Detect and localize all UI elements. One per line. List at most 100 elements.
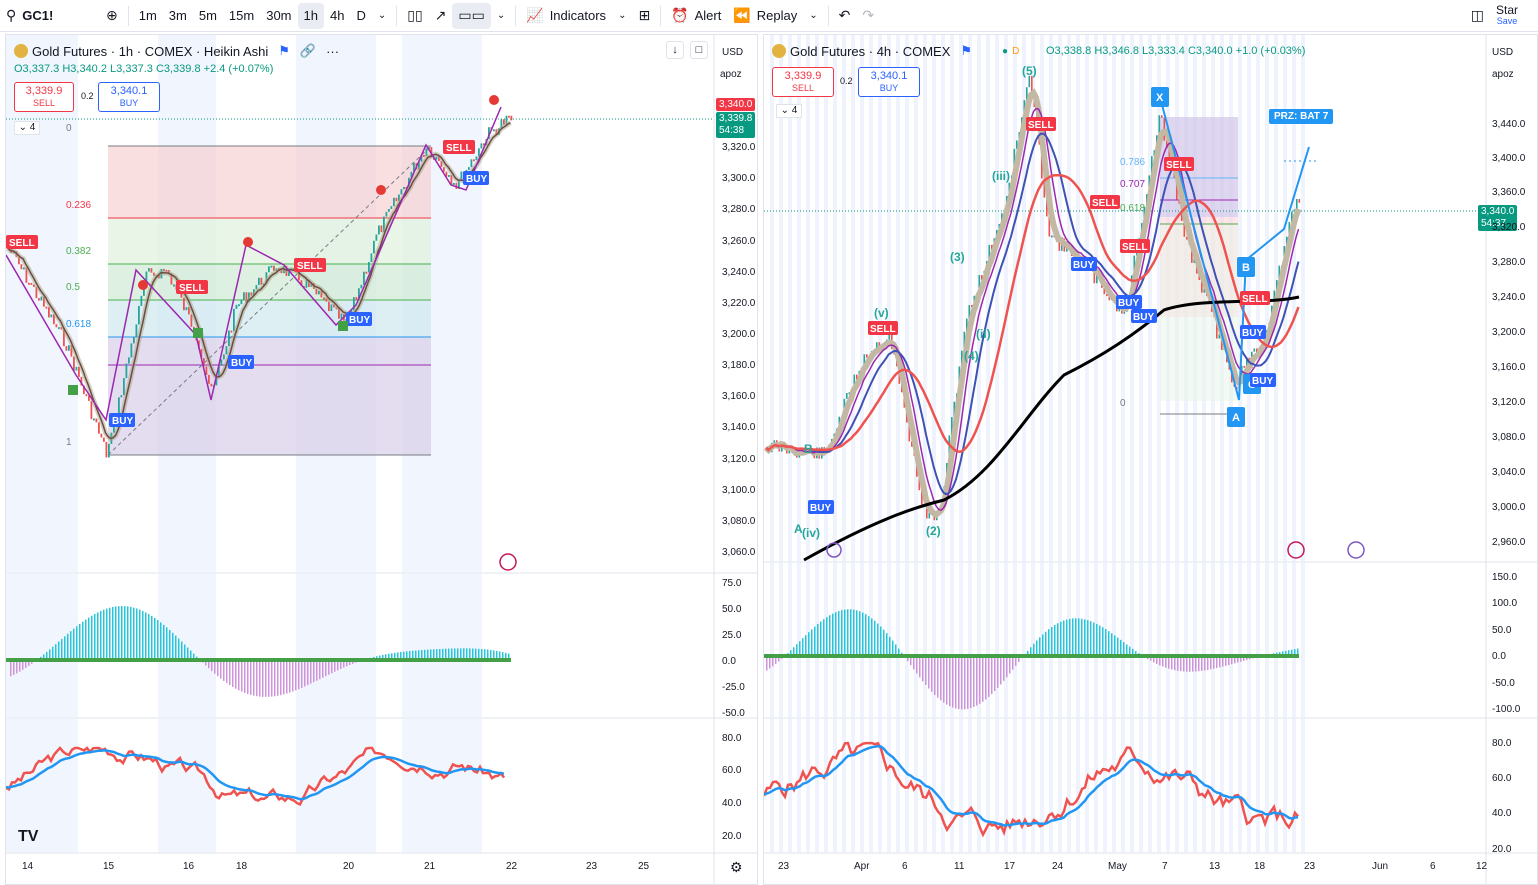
candle	[966, 318, 968, 332]
alert-button[interactable]: ⏰ Alert	[665, 0, 727, 32]
histogram-bar	[178, 638, 180, 660]
histogram-bar	[970, 656, 972, 709]
histogram-bar	[478, 648, 480, 660]
histogram-bar	[118, 606, 120, 660]
histogram-bar	[994, 656, 996, 692]
interval-d[interactable]: D	[356, 8, 366, 23]
left-rsi-axis[interactable]: 80.0 60.0 40.0 20.0	[722, 733, 742, 842]
link-icon[interactable]: 🔗	[299, 43, 317, 58]
candle	[93, 418, 95, 421]
replay-button[interactable]: ⏪ Replay	[727, 0, 803, 32]
interval-4h[interactable]: 4h	[329, 8, 345, 23]
replay-dropdown[interactable]: ⌄	[803, 0, 823, 32]
histogram-bar	[13, 660, 15, 675]
session-band	[6, 35, 78, 853]
histogram-bar	[808, 632, 810, 656]
left-osc-axis[interactable]: 75.0 50.0 25.0 0.0 -25.0 -50.0	[722, 578, 745, 719]
interval-dropdown[interactable]: ⌄	[372, 0, 392, 32]
candle	[458, 180, 460, 189]
layers-toggle[interactable]: ⌄ 4	[14, 121, 40, 135]
sell-signal-label: SELL	[9, 238, 35, 249]
layout-button[interactable]: ◫	[1465, 0, 1490, 32]
more-icon[interactable]: ···	[326, 43, 340, 59]
rsi-signal-line	[764, 744, 1299, 827]
right-chart-panel[interactable]: 0.7860.7070.6180XABC(5)(iii)(3)(v)(4)(ii…	[763, 34, 1538, 885]
histogram-bar	[1039, 637, 1041, 656]
scale-mode[interactable]: apoz	[1492, 69, 1514, 80]
right-time-axis[interactable]: 23 Apr 6 11 17 24 May 7 13 18 23 Jun 6 1…	[778, 861, 1488, 872]
chart-type-bars-button[interactable]: ▯▯	[401, 0, 428, 32]
chart-type-line-button[interactable]: ↗	[429, 0, 453, 32]
left-price-axis[interactable]: 3,320.0 3,300.0 3,280.0 3,260.0 3,240.0 …	[722, 142, 756, 558]
candle	[190, 314, 193, 327]
right-buy-box[interactable]: 3,340.1 BUY	[858, 67, 920, 97]
fib-level-label: 0.786	[1120, 157, 1145, 168]
settings-gear-icon[interactable]: ⚙	[730, 859, 743, 875]
histogram-bar	[274, 660, 276, 697]
histogram-bar	[1129, 646, 1131, 656]
layers-toggle[interactable]: ⌄ 4	[776, 104, 802, 118]
interval-1m[interactable]: 1m	[138, 8, 157, 23]
candle	[235, 304, 238, 309]
templates-button[interactable]: ⊞	[632, 0, 656, 32]
symbol-search[interactable]: ⚲ GC1!	[0, 0, 100, 32]
sell-signal	[443, 140, 475, 154]
flag-icon[interactable]: ⚑	[278, 43, 290, 58]
histogram-bar	[1237, 656, 1239, 663]
histogram-bar	[325, 660, 327, 677]
histogram-bar	[793, 647, 795, 656]
ma-200-line	[803, 295, 1300, 562]
interval-3m[interactable]: 3m	[168, 8, 187, 23]
left-chart-panel[interactable]: 0 0.236 0.382 0.5 0.618 1 SELL SELL SELL SELL BUY B…	[5, 34, 758, 885]
right-osc-axis[interactable]: 150.0 100.0 50.0 0.0 -50.0 -100.0	[1492, 572, 1521, 715]
left-time-axis[interactable]: 14 15 16 18 20 21 22 23 25	[22, 861, 650, 872]
histogram-bar	[913, 656, 915, 670]
interval-5m[interactable]: 5m	[198, 8, 217, 23]
histogram-bar	[241, 660, 243, 692]
candle	[328, 301, 330, 312]
left-buy-box[interactable]: 3,340.1 BUY	[98, 82, 160, 112]
candle	[1291, 211, 1293, 222]
fib-zone	[108, 337, 431, 455]
right-sell-box[interactable]: 3,339.9 SELL	[772, 67, 834, 97]
left-chart-canvas[interactable]: 0 0.236 0.382 0.5 0.618 1 SELL SELL SELL SELL BUY B…	[6, 35, 758, 885]
right-chart-canvas[interactable]: 0.7860.7070.6180XABC(5)(iii)(3)(v)(4)(ii…	[764, 35, 1538, 885]
sell-signal	[1026, 117, 1056, 131]
interval-1h[interactable]: 1h	[297, 2, 324, 29]
left-ohlc: O3,337.3 H3,340.2 L3,337.3 C3,339.8 +2.4…	[14, 63, 274, 75]
histogram-bar	[151, 615, 153, 660]
redo-button[interactable]: ↷	[856, 0, 880, 32]
indicators-dropdown[interactable]: ⌄	[612, 0, 632, 32]
candle	[128, 357, 130, 364]
histogram-bar	[1225, 656, 1227, 666]
histogram-bar	[220, 660, 222, 679]
undo-icon: ↶	[838, 7, 851, 24]
right-price-axis[interactable]: 3,440.0 3,400.0 3,360.0 3,320.0 3,280.0 …	[1492, 119, 1526, 548]
candle	[445, 171, 448, 177]
chart-type-candles-button[interactable]: ▭▭	[452, 2, 491, 29]
indicators-button[interactable]: 📈 Indicators	[520, 0, 612, 32]
currency-selector[interactable]: USD	[1492, 47, 1514, 58]
chart-type-dropdown[interactable]: ⌄	[491, 0, 511, 32]
left-maximize-button[interactable]: □	[690, 41, 708, 59]
undo-button[interactable]: ↶	[833, 0, 857, 32]
market-status-icon: ●	[1002, 45, 1009, 57]
scale-mode[interactable]: apoz	[720, 69, 742, 80]
currency-selector[interactable]: USD	[722, 47, 744, 58]
left-sell-box[interactable]: 3,339.9 SELL	[14, 82, 74, 112]
left-scroll-down-button[interactable]: ↓	[666, 41, 684, 59]
histogram-bar	[232, 660, 234, 687]
candle	[413, 163, 415, 172]
right-rsi-axis[interactable]: 80.0 60.0 40.0 20.0	[1492, 738, 1512, 855]
chevron-down-icon: ⌄	[809, 10, 818, 21]
histogram-bar	[778, 656, 780, 662]
star-save-button[interactable]: Star Save	[1490, 0, 1538, 32]
flag-icon[interactable]: ⚑	[960, 43, 973, 58]
interval-30m[interactable]: 30m	[266, 8, 292, 23]
interval-15m[interactable]: 15m	[228, 8, 255, 23]
candle	[1016, 140, 1018, 149]
histogram-bar	[430, 649, 432, 660]
compare-add-button[interactable]: ⊕	[100, 0, 124, 32]
candle	[250, 292, 253, 296]
histogram-bar	[1195, 656, 1197, 672]
